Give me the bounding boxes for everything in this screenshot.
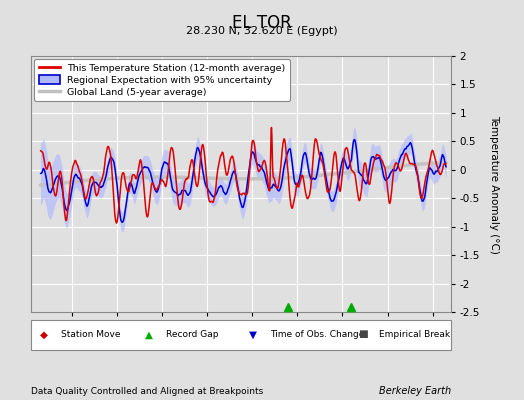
Y-axis label: Temperature Anomaly (°C): Temperature Anomaly (°C) — [489, 114, 499, 254]
Text: Record Gap: Record Gap — [166, 330, 218, 339]
Legend: This Temperature Station (12-month average), Regional Expectation with 95% uncer: This Temperature Station (12-month avera… — [34, 59, 290, 101]
Text: Station Move: Station Move — [61, 330, 121, 339]
Text: Data Quality Controlled and Aligned at Breakpoints: Data Quality Controlled and Aligned at B… — [31, 387, 264, 396]
Text: 28.230 N, 32.620 E (Egypt): 28.230 N, 32.620 E (Egypt) — [186, 26, 338, 36]
Text: ◆: ◆ — [40, 330, 48, 339]
Text: EL TOR: EL TOR — [232, 14, 292, 32]
Text: ▼: ▼ — [249, 330, 257, 339]
Text: Empirical Break: Empirical Break — [379, 330, 451, 339]
Text: ▲: ▲ — [145, 330, 152, 339]
FancyBboxPatch shape — [31, 320, 451, 350]
Text: ■: ■ — [358, 330, 368, 339]
Text: Berkeley Earth: Berkeley Earth — [378, 386, 451, 396]
Text: Time of Obs. Change: Time of Obs. Change — [270, 330, 365, 339]
